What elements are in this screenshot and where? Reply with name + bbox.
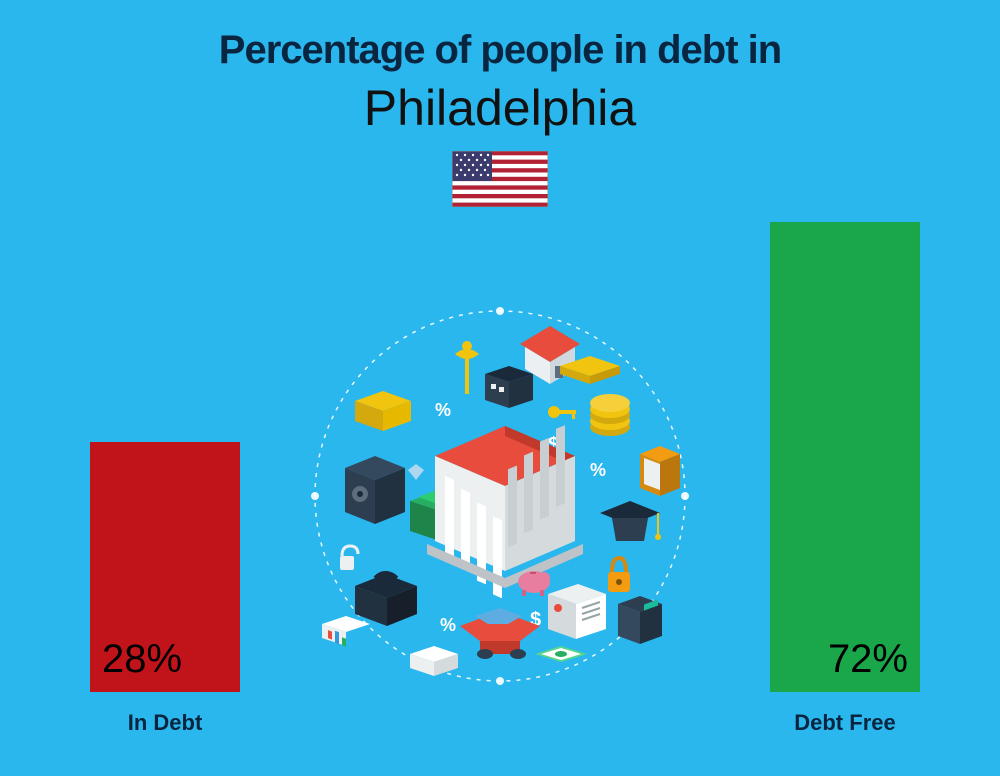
bar-debt-free: 72% Debt Free xyxy=(770,222,920,736)
calculator2-icon xyxy=(618,596,662,644)
svg-text:%: % xyxy=(590,460,606,480)
svg-text:%: % xyxy=(440,615,456,635)
us-flag-icon xyxy=(452,151,548,207)
finance-graphic-icon: % % % $ $ xyxy=(300,296,700,696)
safe-icon xyxy=(345,456,405,524)
bar-debt-free-label: Debt Free xyxy=(794,710,895,736)
key-icon xyxy=(548,406,576,419)
bank-building-icon xyxy=(427,425,583,598)
report-icon xyxy=(322,616,370,647)
padlock-icon xyxy=(608,558,630,592)
bar-in-debt-rect: 28% xyxy=(90,442,240,692)
document-icon xyxy=(410,646,458,676)
page-title: Percentage of people in debt in xyxy=(0,0,1000,73)
smartphone-icon xyxy=(640,446,680,496)
bar-in-debt: 28% In Debt xyxy=(90,442,240,736)
briefcase-icon xyxy=(355,573,417,626)
diamond-icon xyxy=(408,464,424,480)
grad-cap-icon xyxy=(600,501,661,541)
caduceus-icon xyxy=(455,341,479,394)
dollar-bill-icon xyxy=(535,646,587,662)
piggy-bank-icon xyxy=(518,571,550,596)
page-subtitle: Philadelphia xyxy=(0,79,1000,137)
calculator-icon xyxy=(485,366,533,408)
bar-debt-free-rect: 72% xyxy=(770,222,920,692)
envelope-icon xyxy=(355,391,411,431)
chart-area: % % % $ $ xyxy=(0,216,1000,736)
car-icon xyxy=(460,608,540,659)
padlock-open-icon xyxy=(340,546,358,570)
clipboard-icon xyxy=(548,584,606,639)
bar-in-debt-label: In Debt xyxy=(128,710,203,736)
bar-in-debt-value: 28% xyxy=(102,637,182,682)
coins-icon xyxy=(590,394,630,436)
bar-debt-free-value: 72% xyxy=(828,637,908,682)
svg-text:%: % xyxy=(435,400,451,420)
